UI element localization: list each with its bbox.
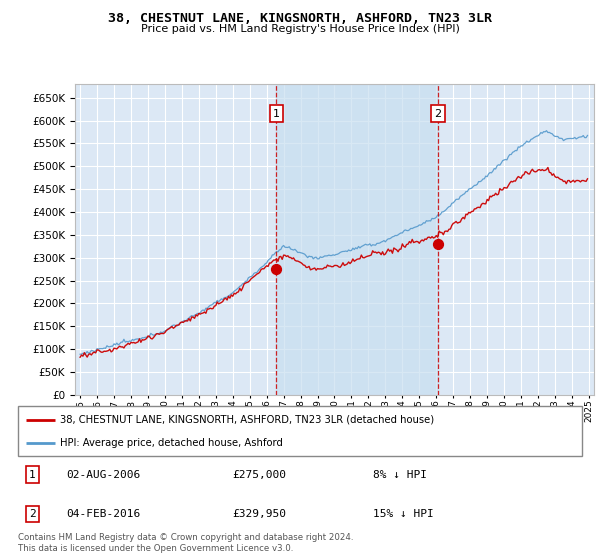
- Text: Contains HM Land Registry data © Crown copyright and database right 2024.
This d: Contains HM Land Registry data © Crown c…: [18, 533, 353, 553]
- Text: 1: 1: [273, 109, 280, 119]
- Text: 2: 2: [434, 109, 441, 119]
- Text: 15% ↓ HPI: 15% ↓ HPI: [373, 509, 434, 519]
- Text: HPI: Average price, detached house, Ashford: HPI: Average price, detached house, Ashf…: [60, 438, 283, 448]
- Text: 02-AUG-2006: 02-AUG-2006: [66, 470, 140, 479]
- Point: [433, 240, 442, 249]
- Bar: [277, 84, 437, 395]
- Text: 38, CHESTNUT LANE, KINGSNORTH, ASHFORD, TN23 3LR (detached house): 38, CHESTNUT LANE, KINGSNORTH, ASHFORD, …: [60, 414, 434, 424]
- Text: £329,950: £329,950: [232, 509, 286, 519]
- FancyBboxPatch shape: [18, 406, 582, 456]
- Text: 38, CHESTNUT LANE, KINGSNORTH, ASHFORD, TN23 3LR: 38, CHESTNUT LANE, KINGSNORTH, ASHFORD, …: [108, 12, 492, 25]
- Text: Price paid vs. HM Land Registry's House Price Index (HPI): Price paid vs. HM Land Registry's House …: [140, 24, 460, 34]
- Text: 1: 1: [29, 470, 35, 479]
- Text: 8% ↓ HPI: 8% ↓ HPI: [373, 470, 427, 479]
- Text: 2: 2: [29, 509, 35, 519]
- Text: £275,000: £275,000: [232, 470, 286, 479]
- Point: [272, 265, 281, 274]
- Text: 04-FEB-2016: 04-FEB-2016: [66, 509, 140, 519]
